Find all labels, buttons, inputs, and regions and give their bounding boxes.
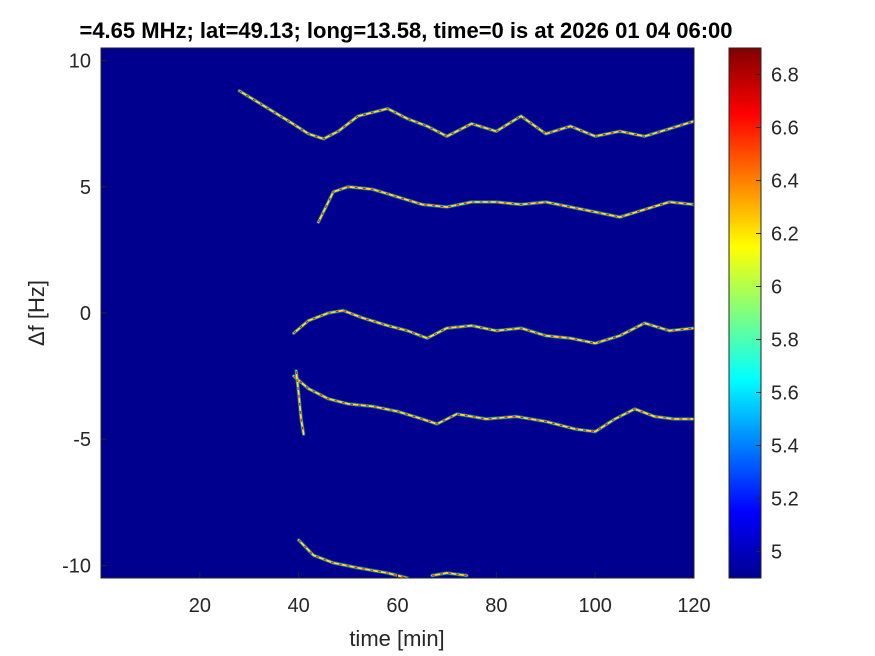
trace-core	[317, 186, 694, 223]
colorbar-ticks: 6.8 6.6 6.4 6.2 6 5.8 5.6 5.4 5.2 5	[756, 65, 799, 564]
y-tick-label: 0	[80, 303, 91, 325]
trace-core	[293, 375, 694, 433]
y-axis-label: Δf [Hz]	[24, 280, 49, 346]
x-axis-ticks: 20 40 60 80 100 120	[189, 572, 711, 617]
colorbar-tick-label: 5.4	[771, 436, 799, 458]
y-tick-label: -10	[62, 555, 91, 577]
plot-frame	[100, 47, 695, 579]
colorbar-tick-label: 6.8	[771, 65, 799, 87]
x-tick-label: 60	[386, 595, 408, 617]
trace-line	[295, 370, 305, 435]
colorbar-tick-label: 5.8	[771, 330, 799, 352]
colorbar-tick-label: 5.6	[771, 383, 799, 405]
x-axis-label: time [min]	[349, 626, 444, 651]
x-tick-label: 120	[677, 595, 710, 617]
chart-title: =4.65 MHz; lat=49.13; long=13.58, time=0…	[79, 18, 732, 43]
x-tick-label: 100	[578, 595, 611, 617]
colorbar-tick-label: 6.2	[771, 224, 799, 246]
trace-core	[298, 539, 408, 578]
colorbar-tick-label: 5	[771, 542, 782, 564]
x-tick-label: 20	[189, 595, 211, 617]
x-tick-label: 80	[485, 595, 507, 617]
trace-line	[292, 309, 694, 345]
y-tick-label: -5	[73, 429, 91, 451]
spectral-traces	[237, 89, 694, 578]
trace-line	[431, 572, 468, 577]
x-tick-label: 40	[288, 595, 310, 617]
colorbar-tick-label: 5.2	[771, 489, 799, 511]
colorbar-tick-label: 6.4	[771, 171, 799, 193]
colorbar-tick-label: 6	[771, 277, 782, 299]
y-axis-ticks: 10 5 0 -5 -10	[62, 51, 107, 577]
y-tick-label: 10	[69, 51, 91, 73]
plot-area	[101, 48, 694, 578]
colorbar	[728, 47, 762, 579]
colorbar-tick-label: 6.6	[771, 118, 799, 140]
trace-core	[239, 90, 694, 140]
y-tick-label: 5	[80, 177, 91, 199]
